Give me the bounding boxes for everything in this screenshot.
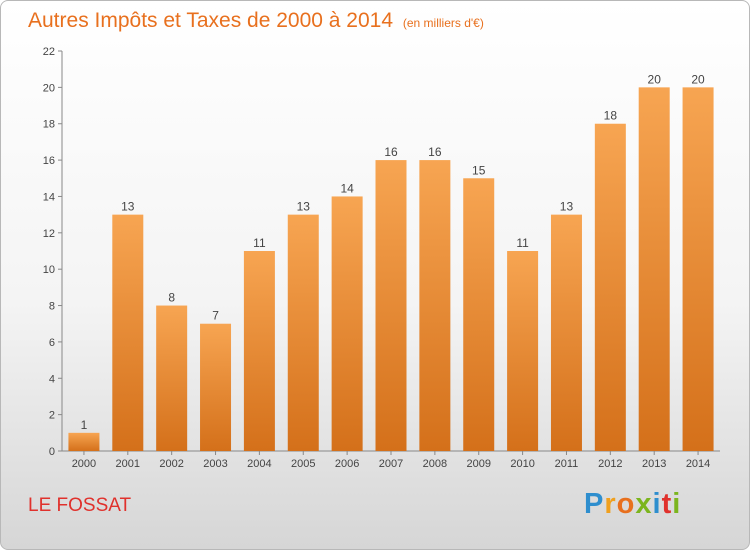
x-tick-label: 2013 bbox=[642, 458, 666, 470]
logo-letter: o bbox=[616, 488, 636, 520]
bar bbox=[463, 178, 495, 452]
y-tick-label: 20 bbox=[43, 82, 55, 94]
x-tick-label: 2004 bbox=[247, 458, 271, 470]
y-tick-label: 10 bbox=[43, 264, 55, 276]
y-tick-label: 22 bbox=[43, 46, 55, 58]
x-tick-label: 2008 bbox=[423, 458, 447, 470]
bar-value-label: 1 bbox=[81, 418, 88, 432]
x-tick-label: 2002 bbox=[159, 458, 183, 470]
y-tick-label: 16 bbox=[43, 155, 55, 167]
logo-letter: i bbox=[672, 488, 682, 520]
y-tick-label: 0 bbox=[49, 446, 55, 458]
y-tick-label: 14 bbox=[43, 191, 55, 203]
y-tick-label: 18 bbox=[43, 119, 55, 131]
bar bbox=[507, 251, 539, 451]
y-tick-label: 8 bbox=[49, 301, 55, 313]
bar-value-label: 20 bbox=[691, 72, 705, 86]
bar bbox=[419, 160, 451, 451]
bar bbox=[375, 160, 407, 451]
logo-letter: t bbox=[661, 488, 673, 520]
bar bbox=[682, 87, 714, 451]
bar bbox=[156, 305, 188, 451]
y-tick-label: 6 bbox=[49, 337, 55, 349]
bar-value-label: 20 bbox=[648, 72, 662, 86]
x-tick-label: 2014 bbox=[686, 458, 710, 470]
bar-value-label: 15 bbox=[472, 163, 486, 177]
bar bbox=[331, 196, 363, 451]
bar-value-label: 8 bbox=[168, 291, 175, 305]
bar-value-label: 13 bbox=[121, 200, 135, 214]
logo-letter: r bbox=[604, 488, 617, 520]
x-tick-label: 2005 bbox=[291, 458, 315, 470]
bar-value-label: 18 bbox=[604, 109, 618, 123]
x-tick-label: 2010 bbox=[510, 458, 534, 470]
x-tick-label: 2009 bbox=[466, 458, 490, 470]
bar bbox=[287, 214, 319, 451]
bar-value-label: 11 bbox=[516, 236, 529, 250]
y-tick-label: 4 bbox=[49, 373, 55, 385]
y-tick-label: 12 bbox=[43, 228, 55, 240]
bar-value-label: 16 bbox=[384, 145, 398, 159]
x-tick-label: 2003 bbox=[203, 458, 227, 470]
x-tick-label: 2001 bbox=[116, 458, 140, 470]
bar-value-label: 14 bbox=[340, 181, 354, 195]
x-tick-label: 2006 bbox=[335, 458, 359, 470]
x-tick-label: 2000 bbox=[72, 458, 96, 470]
y-tick-label: 2 bbox=[49, 410, 55, 422]
logo-letter: i bbox=[652, 488, 662, 520]
bar-value-label: 7 bbox=[212, 309, 219, 323]
chart-title-text: Autres Impôts et Taxes de 2000 à 2014 bbox=[28, 9, 394, 32]
bar-value-label: 11 bbox=[253, 236, 266, 250]
logo-letter: x bbox=[635, 488, 653, 520]
bar bbox=[200, 323, 232, 451]
bar bbox=[243, 251, 275, 451]
bar-value-label: 13 bbox=[560, 200, 574, 214]
bar-value-label: 13 bbox=[297, 200, 311, 214]
bar bbox=[594, 123, 626, 452]
place-name: LE FOSSAT bbox=[28, 495, 132, 516]
x-tick-label: 2011 bbox=[555, 458, 579, 470]
logo-letter: P bbox=[584, 488, 605, 520]
bar-value-label: 16 bbox=[428, 145, 442, 159]
chart-title: Autres Impôts et Taxes de 2000 à 2014 (e… bbox=[28, 9, 484, 33]
bar bbox=[638, 87, 670, 451]
bars-group: 1 13 8 7 11 13 14 16 16 15 11 13 18 20 20 bbox=[68, 72, 714, 452]
bar bbox=[550, 214, 582, 451]
chart-subtitle: (en milliers d'€) bbox=[402, 16, 484, 30]
x-tick-label: 2012 bbox=[598, 458, 622, 470]
bar bbox=[68, 432, 100, 451]
proxiti-logo: Proxiti bbox=[584, 488, 681, 521]
x-tick-label: 2007 bbox=[379, 458, 403, 470]
bar bbox=[112, 214, 144, 451]
